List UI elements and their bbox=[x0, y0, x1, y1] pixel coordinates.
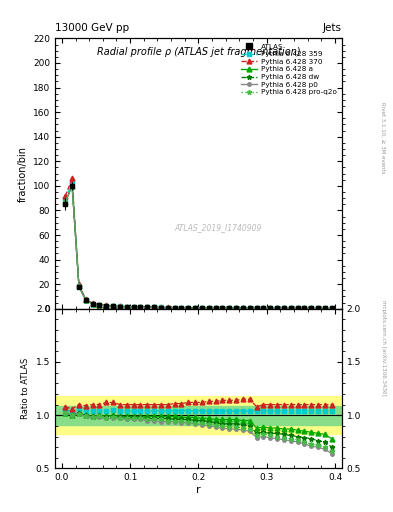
Text: Radial profile ρ (ATLAS jet fragmentation): Radial profile ρ (ATLAS jet fragmentatio… bbox=[97, 47, 300, 56]
Text: Rivet 3.1.10, ≥ 3M events: Rivet 3.1.10, ≥ 3M events bbox=[381, 102, 386, 174]
Text: Jets: Jets bbox=[323, 23, 342, 33]
Text: 13000 GeV pp: 13000 GeV pp bbox=[55, 23, 129, 33]
Bar bbox=[55, 406, 342, 425]
Legend: ATLAS, Pythia 6.428 359, Pythia 6.428 370, Pythia 6.428 a, Pythia 6.428 dw, Pyth: ATLAS, Pythia 6.428 359, Pythia 6.428 37… bbox=[240, 42, 338, 97]
Text: ATLAS_2019_I1740909: ATLAS_2019_I1740909 bbox=[175, 223, 262, 232]
Bar bbox=[55, 396, 342, 434]
Text: mcplots.cern.ch [arXiv:1306.3436]: mcplots.cern.ch [arXiv:1306.3436] bbox=[381, 301, 386, 396]
Y-axis label: fraction/bin: fraction/bin bbox=[17, 145, 28, 202]
Y-axis label: Ratio to ATLAS: Ratio to ATLAS bbox=[21, 358, 30, 419]
X-axis label: r: r bbox=[196, 485, 201, 495]
